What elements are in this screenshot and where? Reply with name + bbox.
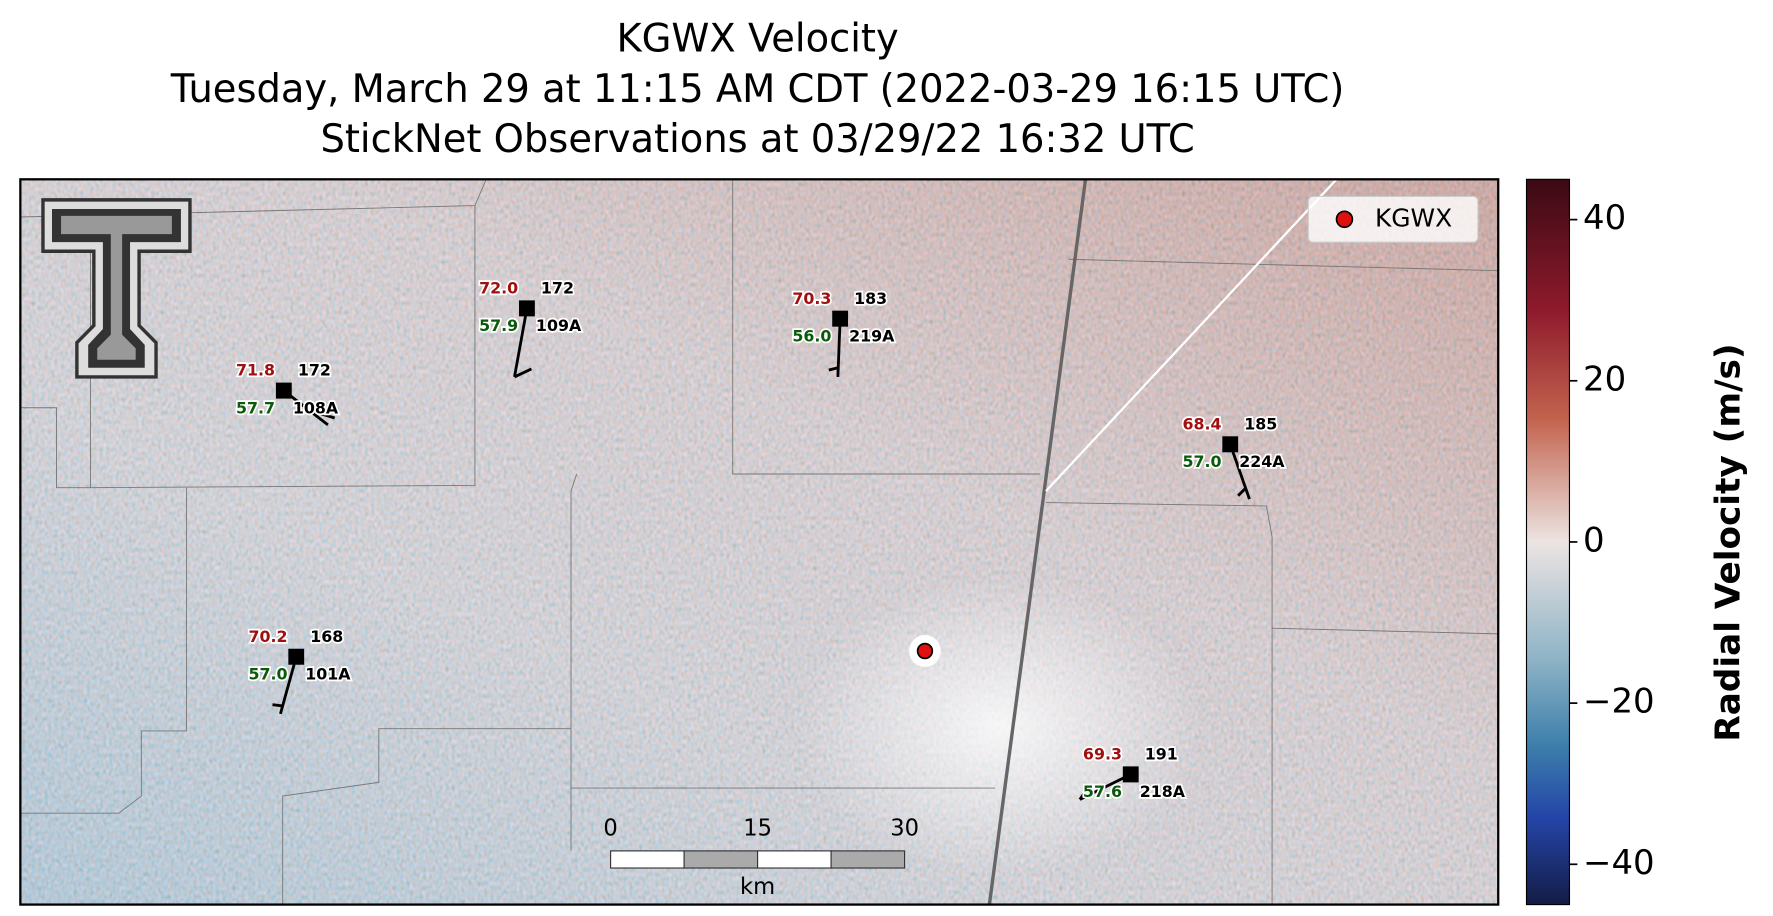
- station-marker: [288, 648, 305, 665]
- wind-barb: [1078, 787, 1089, 801]
- wind-barb: [828, 366, 839, 372]
- colorbar-tick-label: 0: [1583, 520, 1605, 560]
- dewpoint: 57.7: [236, 398, 275, 417]
- station-marker: [1122, 766, 1139, 783]
- pressure: 172: [298, 361, 331, 380]
- station-id: 224A: [1239, 452, 1285, 471]
- station-marker: [275, 382, 292, 399]
- pressure: 172: [541, 278, 574, 297]
- temperature: 70.3: [792, 289, 831, 308]
- station: 72.0 172 57.9 109A: [477, 277, 584, 379]
- wind-barb: [279, 656, 298, 715]
- wind-barb: [272, 703, 282, 708]
- station-id: 219A: [849, 326, 895, 345]
- station-marker: [832, 310, 849, 327]
- station: 70.3 183 56.0 219A: [791, 287, 897, 377]
- subtitle: StickNet Observations at 03/29/22 16:32 …: [320, 117, 1194, 162]
- scale-tick-label: 0: [603, 816, 617, 842]
- station: 69.3 191 57.6 218A: [1078, 743, 1187, 803]
- station-marker: [1222, 436, 1239, 453]
- station: 68.4 185 57.0 224A: [1181, 413, 1287, 500]
- dewpoint: 57.9: [479, 316, 518, 335]
- temperature: 68.4: [1182, 414, 1221, 433]
- legend: KGWX: [1307, 195, 1479, 243]
- legend-label: KGWX: [1375, 203, 1452, 232]
- station-marker: [519, 300, 535, 317]
- scale-bar: km 0 15 30: [603, 816, 919, 900]
- station-id: 109A: [536, 316, 582, 335]
- station-id: 218A: [1140, 782, 1186, 801]
- colorbar: [1525, 178, 1571, 906]
- colorbar-tick-label: −20: [1583, 682, 1655, 722]
- radar-map: [20, 179, 1499, 905]
- title: KGWX Velocity: [616, 16, 898, 61]
- colorbar-tick-label: −40: [1583, 843, 1655, 883]
- wind-barb: [1237, 487, 1246, 497]
- subtitle: Tuesday, March 29 at 11:15 AM CDT (2022-…: [170, 67, 1345, 112]
- wind-barb: [513, 308, 529, 378]
- temperature: 69.3: [1083, 744, 1122, 763]
- wind-barb: [513, 367, 533, 379]
- scale-unit: km: [740, 874, 775, 900]
- pressure: 191: [1145, 744, 1178, 763]
- dewpoint: 57.0: [248, 664, 287, 683]
- logo: [41, 198, 192, 379]
- wind-barb: [1079, 773, 1132, 801]
- station: 71.8 172 57.7 108A: [234, 359, 341, 427]
- station: 70.2 168 57.0 101A: [247, 625, 353, 715]
- colorbar-tick-label: 40: [1583, 198, 1626, 238]
- pressure: 168: [310, 627, 343, 646]
- pressure: 183: [854, 289, 887, 308]
- scale-tick-label: 30: [890, 816, 919, 842]
- dewpoint: 56.0: [792, 326, 831, 345]
- station-id: 101A: [305, 664, 351, 683]
- scale-tick-label: 15: [743, 816, 772, 842]
- dewpoint: 57.0: [1182, 452, 1221, 471]
- wind-barb: [319, 412, 336, 420]
- wind-barb: [836, 318, 842, 377]
- dewpoint: 57.6: [1083, 782, 1122, 801]
- temperature: 71.8: [236, 361, 275, 380]
- wind-barb: [1228, 443, 1251, 500]
- station-id: 108A: [293, 398, 339, 417]
- colorbar-label: Radial Velocity (m/s): [1709, 343, 1749, 741]
- pressure: 185: [1244, 414, 1277, 433]
- temperature: 72.0: [479, 278, 518, 297]
- colorbar-tick-label: 20: [1583, 359, 1626, 399]
- temperature: 70.2: [248, 627, 287, 646]
